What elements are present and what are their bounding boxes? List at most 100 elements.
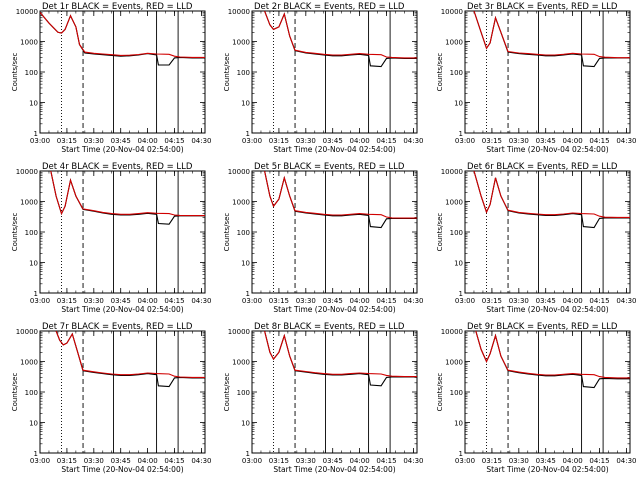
x-tick-label: 03:45 bbox=[111, 137, 131, 145]
y-tick-label: 10000 bbox=[16, 328, 38, 336]
plot-frame bbox=[251, 170, 418, 294]
y-tick-label: 10000 bbox=[228, 168, 250, 176]
series-events-line bbox=[475, 331, 630, 389]
x-tick-label: 03:15 bbox=[482, 457, 502, 465]
y-tick-label: 100 bbox=[450, 69, 463, 77]
y-axis-label: Counts/sec bbox=[436, 373, 444, 412]
panel-title: Det 5r BLACK = Events, RED = LLD bbox=[254, 162, 405, 172]
panel-det-1: Det 1r BLACK = Events, RED = LLD 1 10 100 10… bbox=[11, 2, 212, 154]
x-tick-label: 04:00 bbox=[563, 457, 583, 465]
x-tick-label: 04:15 bbox=[164, 137, 184, 145]
x-tick-label: 03:45 bbox=[111, 457, 131, 465]
series-events-line bbox=[473, 171, 630, 229]
y-axis-label: Counts/sec bbox=[223, 53, 231, 92]
x-tick-label: 03:45 bbox=[536, 457, 556, 465]
x-tick-label: 03:00 bbox=[455, 297, 475, 305]
y-tick-label: 10 bbox=[454, 100, 463, 108]
y-tick-label: 1 bbox=[459, 130, 463, 138]
y-tick-label: 1000 bbox=[445, 39, 463, 47]
y-tick-label: 1000 bbox=[20, 39, 38, 47]
x-tick-label: 03:00 bbox=[30, 457, 50, 465]
plot-frame bbox=[464, 330, 631, 454]
y-tick-label: 1000 bbox=[20, 199, 38, 207]
x-tick-label: 04:30 bbox=[403, 457, 423, 465]
y-axis-label: Counts/sec bbox=[436, 53, 444, 92]
x-tick-label: 03:00 bbox=[242, 137, 262, 145]
x-tick-label: 03:45 bbox=[111, 297, 131, 305]
y-axis-label: Counts/sec bbox=[223, 213, 231, 252]
y-tick-label: 10000 bbox=[228, 328, 250, 336]
x-tick-label: 04:30 bbox=[616, 297, 636, 305]
series-lld-line bbox=[264, 11, 417, 59]
x-tick-label: 03:30 bbox=[84, 457, 104, 465]
x-tick-label: 04:15 bbox=[376, 297, 396, 305]
y-axis-label: Counts/sec bbox=[11, 53, 19, 92]
x-tick-label: 03:45 bbox=[323, 297, 343, 305]
x-tick-label: 04:00 bbox=[350, 457, 370, 465]
x-tick-label: 03:30 bbox=[509, 137, 529, 145]
panel-det-6: Det 6r BLACK = Events, RED = LLD 1 10 100 10… bbox=[436, 162, 637, 314]
y-tick-label: 100 bbox=[25, 389, 38, 397]
x-tick-label: 03:30 bbox=[296, 137, 316, 145]
y-tick-label: 1 bbox=[34, 130, 38, 138]
plot-frame bbox=[39, 170, 206, 294]
x-tick-label: 03:15 bbox=[57, 457, 77, 465]
x-tick-label: 04:00 bbox=[563, 297, 583, 305]
x-tick-label: 04:00 bbox=[563, 137, 583, 145]
y-tick-label: 1 bbox=[459, 450, 463, 458]
x-axis-label: Start Time (20-Nov-04 02:54:00) bbox=[486, 305, 608, 314]
panel-det-8: Det 8r BLACK = Events, RED = LLD 1 10 100 10… bbox=[223, 322, 424, 474]
y-tick-label: 10000 bbox=[441, 8, 463, 16]
x-tick-label: 03:15 bbox=[269, 457, 289, 465]
y-tick-label: 1000 bbox=[232, 39, 250, 47]
y-tick-label: 1 bbox=[34, 450, 38, 458]
series-events-line bbox=[55, 331, 205, 388]
series-events-line bbox=[473, 11, 630, 68]
x-tick-label: 03:00 bbox=[455, 137, 475, 145]
y-tick-label: 1 bbox=[459, 290, 463, 298]
y-tick-label: 10000 bbox=[16, 8, 38, 16]
x-tick-label: 04:30 bbox=[616, 137, 636, 145]
y-tick-label: 100 bbox=[237, 389, 250, 397]
x-tick-label: 03:30 bbox=[509, 457, 529, 465]
x-tick-label: 04:15 bbox=[376, 457, 396, 465]
x-tick-label: 04:15 bbox=[589, 457, 609, 465]
y-tick-label: 10000 bbox=[441, 168, 463, 176]
x-tick-label: 04:30 bbox=[403, 137, 423, 145]
y-tick-label: 1 bbox=[246, 450, 250, 458]
series-lld-line bbox=[264, 171, 417, 219]
y-tick-label: 100 bbox=[25, 69, 38, 77]
y-tick-label: 10 bbox=[454, 260, 463, 268]
x-axis-label: Start Time (20-Nov-04 02:54:00) bbox=[61, 305, 183, 314]
x-tick-label: 04:30 bbox=[191, 297, 211, 305]
x-tick-label: 03:30 bbox=[296, 297, 316, 305]
x-tick-label: 03:30 bbox=[509, 297, 529, 305]
y-tick-label: 10000 bbox=[228, 8, 250, 16]
x-axis-label: Start Time (20-Nov-04 02:54:00) bbox=[61, 465, 183, 474]
x-axis-label: Start Time (20-Nov-04 02:54:00) bbox=[486, 465, 608, 474]
series-lld-line bbox=[475, 331, 630, 379]
y-tick-label: 10000 bbox=[16, 168, 38, 176]
panel-title: Det 7r BLACK = Events, RED = LLD bbox=[42, 322, 193, 332]
y-tick-label: 1 bbox=[246, 130, 250, 138]
x-tick-label: 03:15 bbox=[57, 137, 77, 145]
y-tick-label: 1000 bbox=[232, 359, 250, 367]
panel-title: Det 4r BLACK = Events, RED = LLD bbox=[42, 162, 193, 172]
y-tick-label: 100 bbox=[237, 229, 250, 237]
plot-frame bbox=[39, 330, 206, 454]
series-events-line bbox=[264, 11, 417, 68]
panel-title: Det 3r BLACK = Events, RED = LLD bbox=[467, 2, 618, 12]
x-tick-label: 03:15 bbox=[269, 297, 289, 305]
x-tick-label: 03:00 bbox=[242, 297, 262, 305]
panel-title: Det 9r BLACK = Events, RED = LLD bbox=[467, 322, 618, 332]
y-tick-label: 10 bbox=[454, 420, 463, 428]
panel-title: Det 1r BLACK = Events, RED = LLD bbox=[42, 2, 193, 12]
y-tick-label: 1000 bbox=[445, 199, 463, 207]
series-lld-line bbox=[50, 171, 205, 217]
x-tick-label: 04:30 bbox=[191, 137, 211, 145]
x-tick-label: 04:15 bbox=[164, 457, 184, 465]
y-tick-label: 100 bbox=[237, 69, 250, 77]
y-tick-label: 1000 bbox=[232, 199, 250, 207]
panel-det-3: Det 3r BLACK = Events, RED = LLD 1 10 100 10… bbox=[436, 2, 637, 154]
x-tick-label: 03:30 bbox=[84, 137, 104, 145]
